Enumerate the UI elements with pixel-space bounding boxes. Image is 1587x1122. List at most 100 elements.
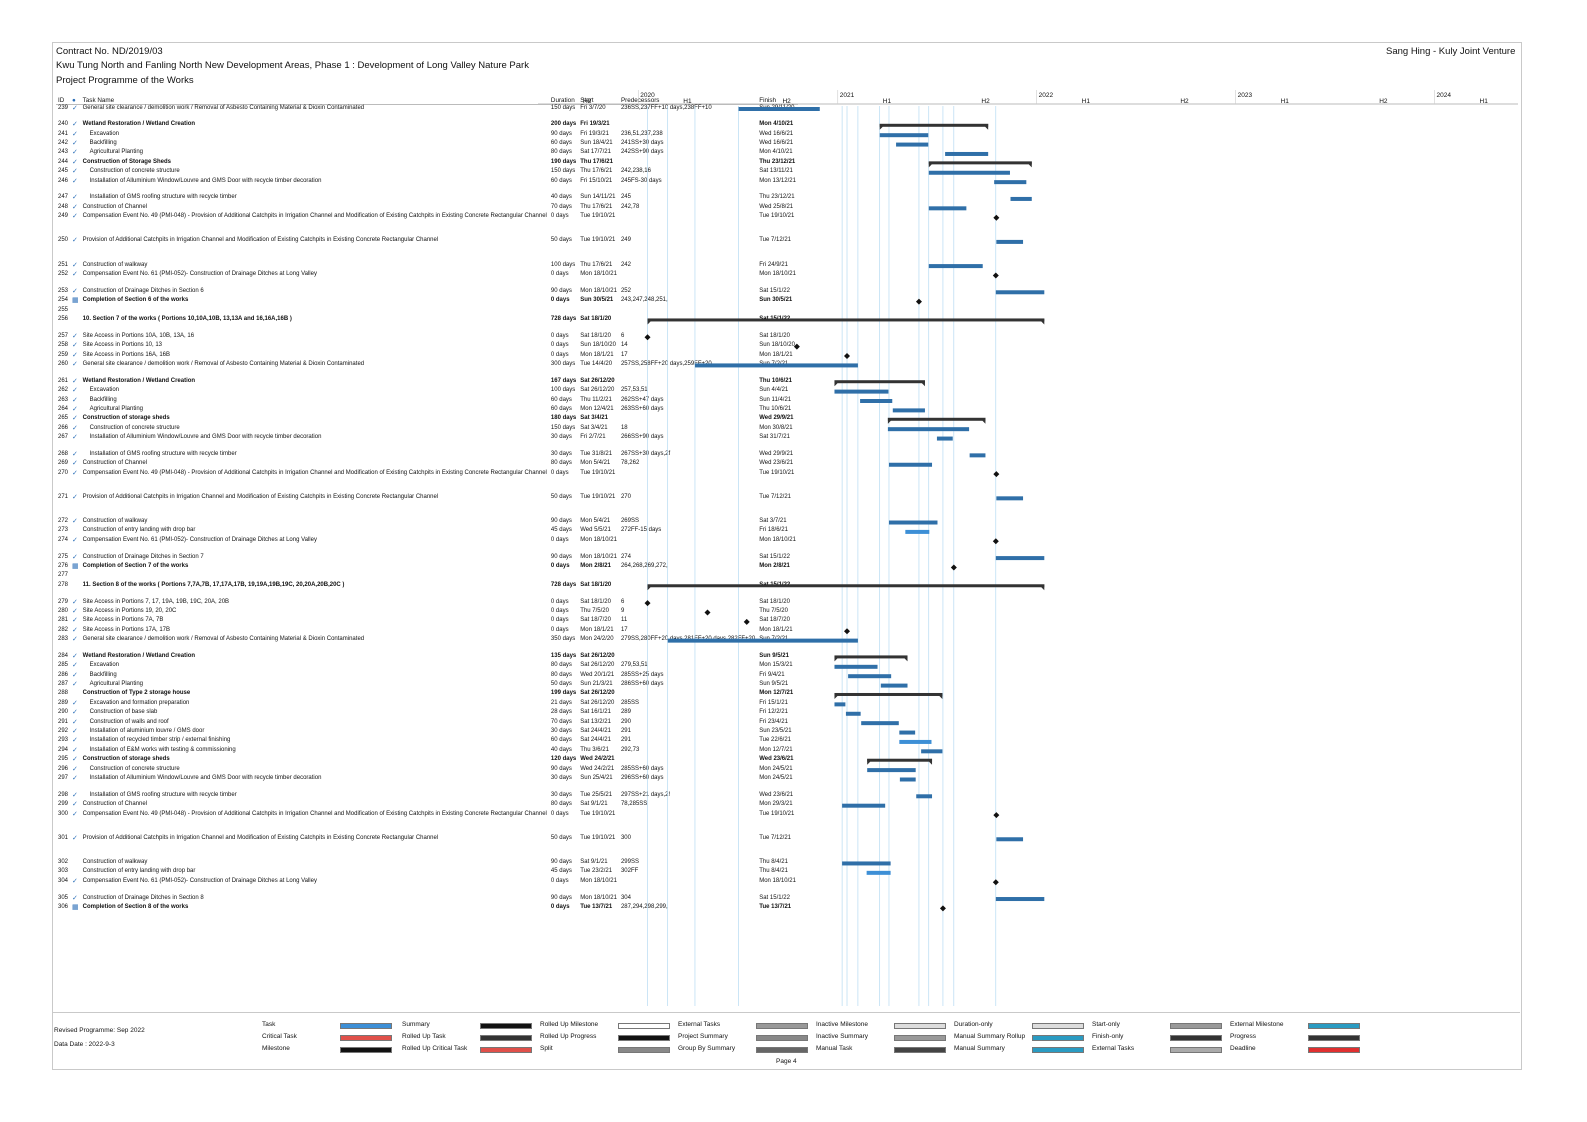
table-row[interactable]: 276 ▦ Completion of Section 7 of the works…	[56, 563, 798, 572]
task-indicator: ✓	[70, 709, 81, 718]
table-row[interactable]: 304 ✓ Compensation Event No. 61 (PMI-052)-…	[56, 878, 798, 895]
table-row[interactable]: 250 ✓ Provision of Additional Catchpits in…	[56, 237, 798, 261]
task-start: Tue 14/4/20	[580, 360, 613, 367]
table-row[interactable]: 294 ✓ Installation of E&M works with testi…	[56, 747, 798, 756]
task-finish: Fri 15/1/21	[759, 699, 788, 706]
table-row[interactable]: 291 ✓ Construction of walls and roof 70 day…	[56, 719, 798, 728]
table-row[interactable]: 299 ✓ Construction of Channel 80 days Sat 9/…	[56, 801, 798, 810]
task-finish: Mon 12/7/21	[759, 690, 794, 697]
table-row[interactable]: 240 ✓ Wetland Restoration / Wetland Creati…	[56, 121, 798, 130]
table-row[interactable]: 303 Construction of entry landing with dr…	[56, 868, 798, 877]
table-row[interactable]: 253 ✓ Construction of Drainage Ditches in …	[56, 288, 798, 297]
task-bar	[945, 151, 989, 156]
task-name	[81, 307, 549, 316]
table-row[interactable]: 290 ✓ Construction of base slab 28 days Sat …	[56, 709, 798, 718]
task-finish: Sun 11/4/21	[759, 396, 792, 403]
table-row[interactable]: 252 ✓ Compensation Event No. 61 (PMI-052)-…	[56, 271, 798, 288]
table-row[interactable]: 287 ✓ Agricultural Planting 50 days Sun 21/3…	[56, 681, 798, 690]
task-predecessors: 242	[620, 261, 631, 268]
table-row[interactable]: 241 ✓ Excavation 90 days Fri 19/3/21 236,51,2…	[56, 131, 798, 140]
legend-swatch	[340, 1035, 392, 1041]
schedule-grid: ID ● Task Name Duration Start Predecesso…	[56, 90, 1518, 1006]
table-row[interactable]: 292 ✓ Installation of aluminium louvre / G…	[56, 728, 798, 737]
table-row[interactable]: 305 ✓ Construction of Drainage Ditches in …	[56, 895, 798, 904]
table-row[interactable]: 242 ✓ Backfilling 60 days Sun 18/4/21 241SS+3…	[56, 140, 798, 149]
table-row[interactable]: 295 ✓ Construction of storage sheds 120 day…	[56, 756, 798, 765]
complete-check-icon: ✓	[72, 140, 78, 148]
table-row[interactable]: 272 ✓ Construction of walkway 90 days Mon 5/…	[56, 518, 798, 527]
table-row[interactable]: 301 ✓ Provision of Additional Catchpits in…	[56, 835, 798, 859]
table-row[interactable]: 243 ✓ Agricultural Planting 80 days Sat 17/7…	[56, 149, 798, 158]
task-indicator: ✓	[70, 406, 81, 415]
table-row[interactable]: 275 ✓ Construction of Drainage Ditches in …	[56, 554, 798, 563]
table-row[interactable]: 245 ✓ Construction of concrete structure 15…	[56, 168, 798, 177]
task-indicator: ✓	[70, 895, 81, 904]
table-row[interactable]: 289 ✓ Excavation and formation preparation…	[56, 700, 798, 709]
table-row[interactable]: 269 ✓ Construction of Channel 80 days Mon 5/…	[56, 460, 798, 469]
table-row[interactable]: 255	[56, 307, 798, 316]
table-row[interactable]: 249 ✓ Compensation Event No. 49 (PMI-048) …	[56, 213, 798, 237]
table-row[interactable]: 257 ✓ Site Access in Portions 10A, 10B, 13…	[56, 333, 798, 342]
task-id: 240	[58, 121, 69, 128]
table-row[interactable]: 284 ✓ Wetland Restoration / Wetland Creati…	[56, 653, 798, 662]
task-indicator: ✓	[70, 271, 81, 288]
task-finish: Sun 9/5/21	[759, 681, 789, 688]
table-row[interactable]: 297 ✓ Installation of Alluminium Window/Lo…	[56, 775, 798, 792]
table-row[interactable]: 266 ✓ Construction of concrete structure 15…	[56, 425, 798, 434]
task-name: Construction of base slab	[89, 709, 158, 716]
task-bar	[842, 861, 891, 866]
table-row[interactable]: 286 ✓ Backfilling 80 days Wed 20/1/21 285SS+2…	[56, 672, 798, 681]
table-row[interactable]: 279 ✓ Site Access in Portions 7, 17, 19A, …	[56, 599, 798, 608]
table-row[interactable]: 265 ✓ Construction of storage sheds 180 day…	[56, 415, 798, 424]
task-finish: Fri 24/9/21	[759, 261, 788, 268]
task-start: Sat 26/12/20	[580, 387, 615, 394]
table-row[interactable]: 267 ✓ Installation of Alluminium Window/Lo…	[56, 434, 798, 451]
table-row[interactable]: 270 ✓ Compensation Event No. 49 (PMI-048) …	[56, 470, 798, 494]
table-row[interactable]: 268 ✓ Installation of GMS roofing structur…	[56, 451, 798, 460]
table-row[interactable]: 251 ✓ Construction of walkway 100 days Thu 1…	[56, 262, 798, 271]
task-indicator: ✓	[70, 121, 81, 130]
table-row[interactable]: 306 ▦ Completion of Section 8 of the works…	[56, 904, 798, 913]
table-row[interactable]: 298 ✓ Installation of GMS roofing structur…	[56, 792, 798, 801]
table-row[interactable]: 296 ✓ Construction of concrete structure 90…	[56, 766, 798, 775]
table-row[interactable]: 281 ✓ Site Access in Portions 7A, 7B 0 days…	[56, 617, 798, 626]
table-row[interactable]: 254 ▦ Completion of Section 6 of the works…	[56, 297, 798, 306]
table-row[interactable]: 258 ✓ Site Access in Portions 10, 13 0 days…	[56, 342, 798, 351]
table-row[interactable]: 274 ✓ Compensation Event No. 61 (PMI-052)-…	[56, 537, 798, 554]
complete-check-icon: ✓	[72, 237, 78, 245]
table-row[interactable]: 247 ✓ Installation of GMS roofing structur…	[56, 194, 798, 203]
table-row[interactable]: 263 ✓ Backfilling 60 days Thu 11/2/21 262SS+4…	[56, 397, 798, 406]
table-row[interactable]: 282 ✓ Site Access in Portions 17A, 17B 0 da…	[56, 627, 798, 636]
table-row[interactable]: 302 Construction of walkway 90 days Sat 9/1…	[56, 859, 798, 868]
task-finish: Mon 18/1/21	[759, 626, 793, 633]
complete-check-icon: ✓	[72, 746, 78, 754]
legend-swatch	[1170, 1023, 1222, 1029]
task-indicator: ✓	[70, 204, 81, 213]
table-row[interactable]: 261 ✓ Wetland Restoration / Wetland Creati…	[56, 378, 798, 387]
table-row[interactable]: 300 ✓ Compensation Event No. 49 (PMI-048) …	[56, 811, 798, 835]
legend-swatch	[1032, 1047, 1084, 1053]
table-row[interactable]: 271 ✓ Provision of Additional Catchpits in…	[56, 494, 798, 518]
table-row[interactable]: 244 ✓ Construction of Storage Sheds 190 day…	[56, 159, 798, 168]
table-row[interactable]: 262 ✓ Excavation 100 days Sat 26/12/20 257,53…	[56, 387, 798, 396]
table-row[interactable]: 264 ✓ Agricultural Planting 60 days Mon 12/4…	[56, 406, 798, 415]
task-id: 262	[58, 387, 69, 394]
task-id: 267	[58, 434, 69, 441]
task-finish: Sat 15/1/22	[759, 287, 790, 294]
table-row[interactable]: 293 ✓ Installation of recycled timber stri…	[56, 737, 798, 746]
table-row[interactable]: 285 ✓ Excavation 80 days Sat 26/12/20 279,53,…	[56, 662, 798, 671]
task-name: Completion of Section 6 of the works	[82, 297, 189, 304]
table-row[interactable]: 248 ✓ Construction of Channel 70 days Thu 17…	[56, 204, 798, 213]
table-row[interactable]: 288 Construction of Type 2 storage house 1…	[56, 690, 798, 699]
table-row[interactable]: 277	[56, 572, 798, 581]
table-row[interactable]: 273 Construction of entry landing with dr…	[56, 527, 798, 536]
task-indicator: ✓	[70, 434, 81, 451]
table-row[interactable]: 246 ✓ Installation of Alluminium Window/Lo…	[56, 178, 798, 195]
task-indicator: ✓	[70, 387, 81, 396]
task-indicator: ▦	[70, 563, 81, 572]
table-row[interactable]: 280 ✓ Site Access in Portions 19, 20, 20C 0…	[56, 608, 798, 617]
task-name: Wetland Restoration / Wetland Creation	[82, 652, 196, 659]
table-row[interactable]: 259 ✓ Site Access in Portions 16A, 16B 0 da…	[56, 352, 798, 361]
task-bar	[842, 803, 886, 808]
task-name: 10. Section 7 of the works ( Portions 10…	[82, 315, 292, 322]
